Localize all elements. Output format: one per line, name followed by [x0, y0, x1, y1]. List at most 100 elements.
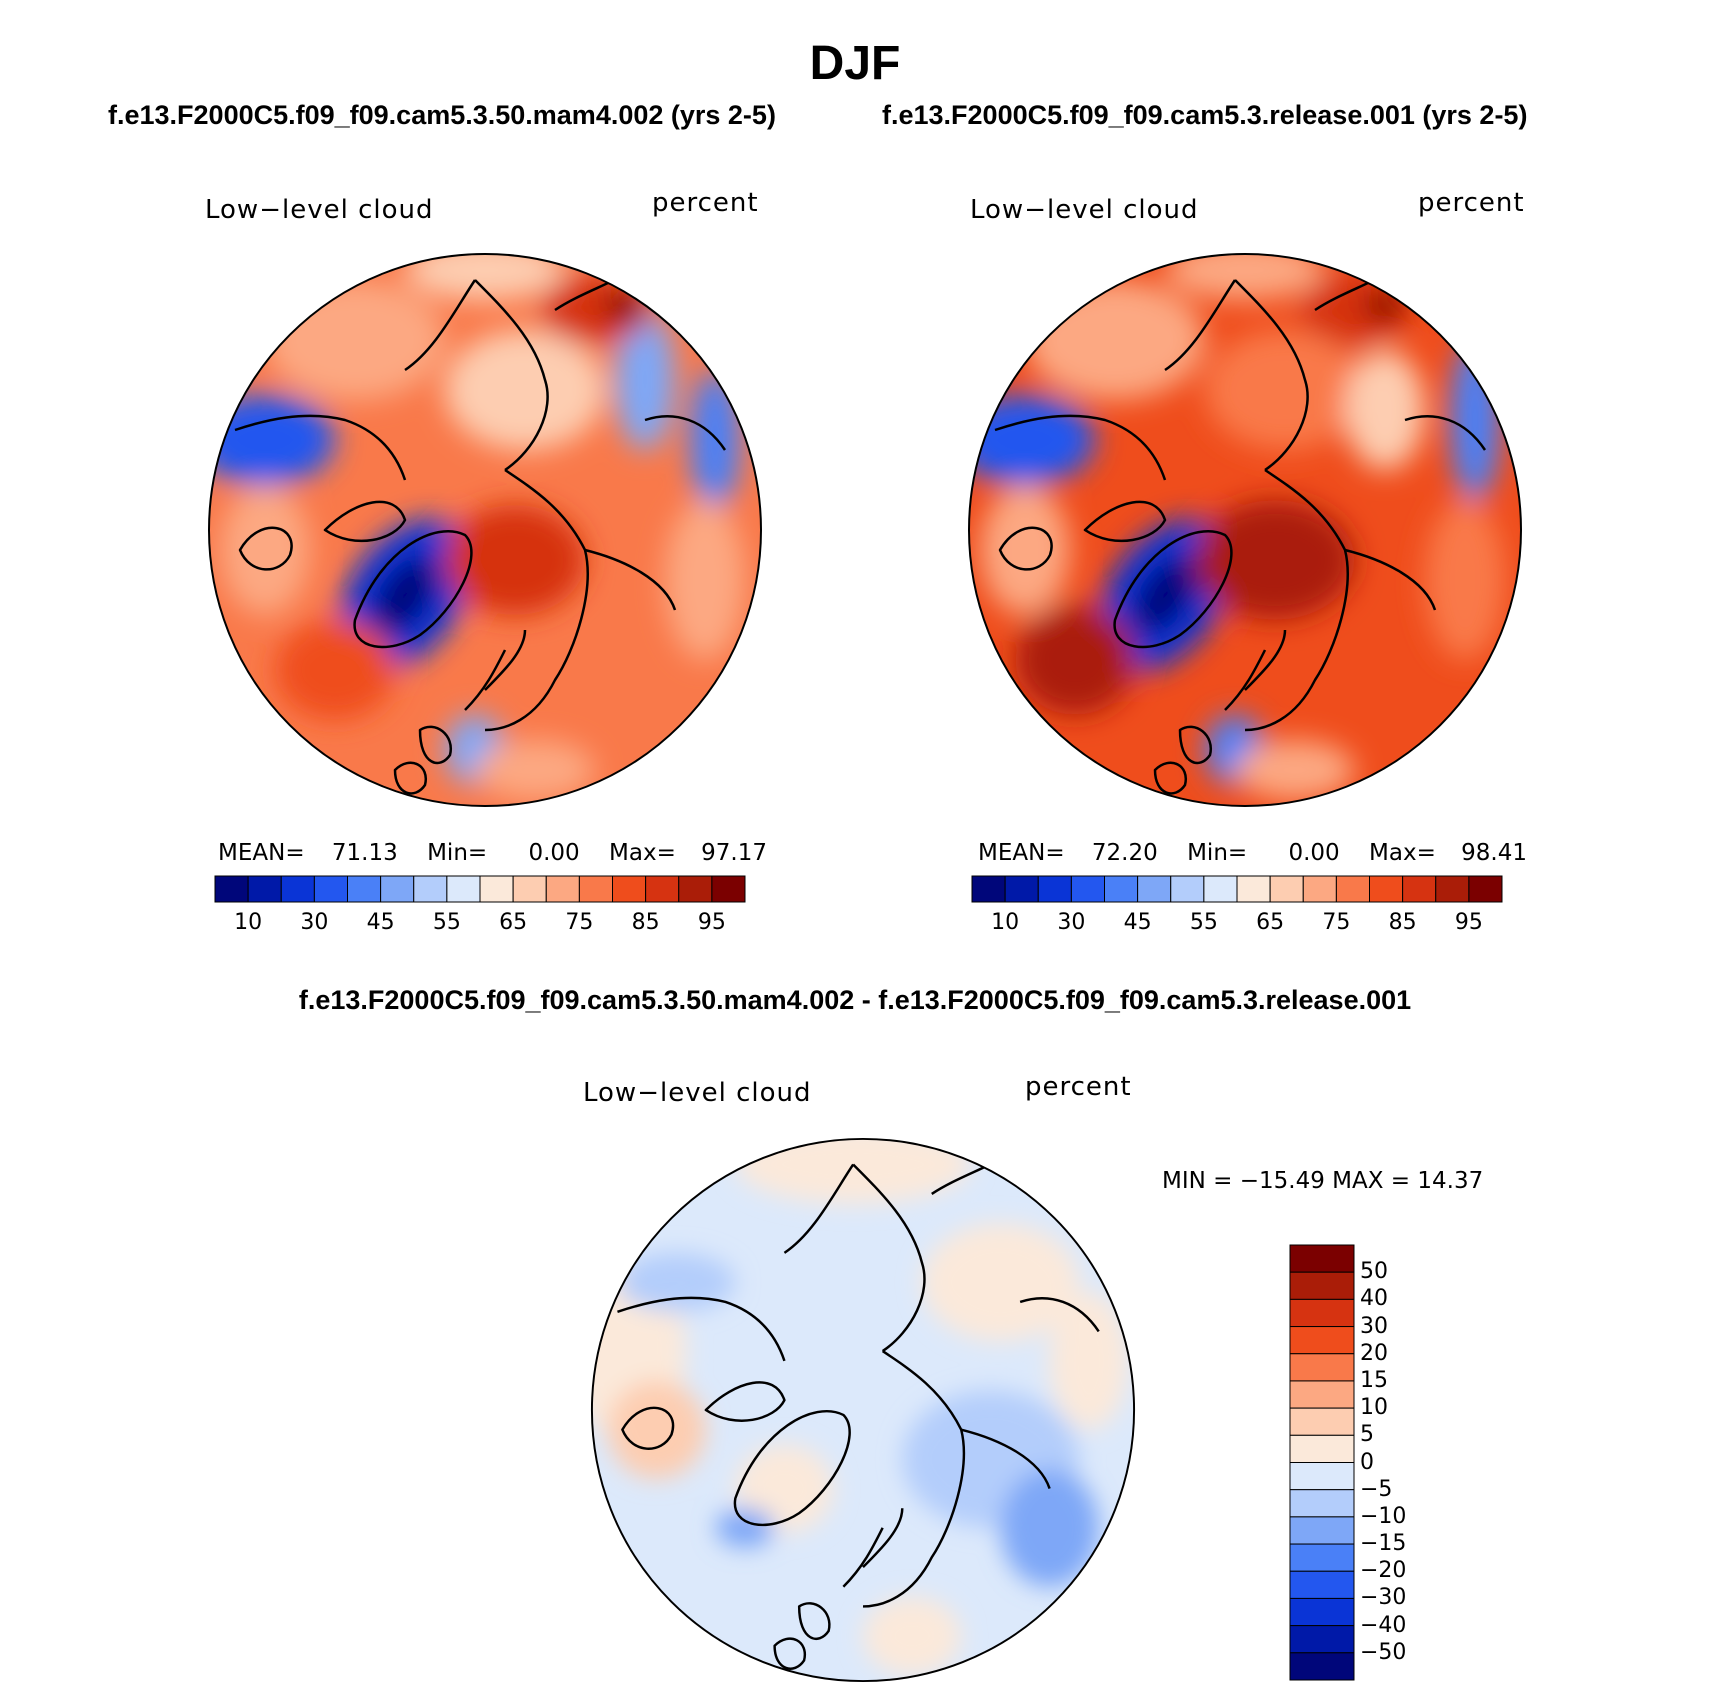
panel-1-stats: MEAN= 71.13 Min= 0.00 Max= 97.17	[218, 840, 767, 866]
map-3-south-warm	[863, 1596, 962, 1676]
difference-colorbar-tick-label: 30	[1360, 1313, 1388, 1339]
map-1-east-pale	[665, 500, 745, 660]
panel-2-colorbar-color-box	[1369, 875, 1404, 903]
panel-1-colorbar-tick-label: 85	[631, 910, 660, 935]
panel-2-colorbar-color-box	[1402, 875, 1437, 903]
difference-colorbar-color-box	[1289, 1462, 1355, 1491]
panel-2-min-label: Min=	[1187, 840, 1248, 866]
difference-colorbar-color-box	[1289, 1625, 1355, 1654]
difference-colorbar-ticks: 50 40 30 20 15 10 5 0 −5 −10 −15 −20 −30 −40 −50	[1360, 1245, 1440, 1680]
panel-2-colorbar-color-box	[1104, 875, 1139, 903]
map-1-asia-pale	[265, 280, 445, 400]
panel-1-colorbar-color-box	[479, 875, 514, 903]
difference-colorbar-tick-label: −5	[1360, 1476, 1393, 1502]
panel-1-colorbar-color-box	[446, 875, 481, 903]
map-2-greenland-core	[1132, 555, 1198, 635]
panel-2-colorbar-color-box	[1037, 875, 1072, 903]
difference-colorbar-tick-label: −40	[1360, 1612, 1407, 1638]
map-3-coastlines	[617, 1143, 1100, 1670]
panel-2-colorbar-color-box	[1070, 875, 1105, 903]
difference-colorbar-color-box	[1289, 1570, 1355, 1599]
panel-1-colorbar-tick-label: 30	[300, 910, 329, 935]
panel-2-mean-label: MEAN=	[978, 840, 1065, 866]
map-2-alaska-pale	[980, 485, 1070, 615]
panel-2-colorbar-tick-label: 65	[1256, 910, 1285, 935]
map-3-greenland-warm	[735, 1444, 834, 1533]
difference-colorbar-tick-label: 0	[1360, 1449, 1374, 1475]
panel-1-colorbar	[214, 875, 746, 903]
panel-2-polar-map	[968, 253, 1522, 807]
panel-1-mean-label: MEAN=	[218, 840, 305, 866]
difference-colorbar-color-box	[1289, 1326, 1355, 1355]
map-3-east-warm	[1049, 1292, 1129, 1430]
panel-2-colorbar	[971, 875, 1503, 903]
panel-1-colorbar-color-box	[678, 875, 713, 903]
map-1-hudson-darkest	[605, 290, 645, 320]
map-3-alaska-warm	[607, 1380, 706, 1479]
difference-colorbar-tick-label: 50	[1360, 1259, 1388, 1285]
panel-2-colorbar-tick-label: 85	[1388, 910, 1417, 935]
diff-variable-label: Low−level cloud	[583, 1078, 812, 1108]
difference-colorbar-tick-label: 40	[1360, 1286, 1388, 1312]
panel-2-colorbar-color-box	[1170, 875, 1205, 903]
panel-2-colorbar-color-box	[1269, 875, 1304, 903]
diff-minmax: MIN = −15.49 MAX = 14.37	[1162, 1168, 1484, 1194]
difference-colorbar-color-box	[1289, 1271, 1355, 1300]
panel-1-colorbar-color-box	[578, 875, 613, 903]
panel-1-max-value: 97.17	[701, 840, 768, 866]
map-3-greenland-cool	[715, 1508, 775, 1548]
panel-2-colorbar-color-box	[1335, 875, 1370, 903]
difference-colorbar-color-box	[1289, 1597, 1355, 1627]
difference-colorbar-color-box	[1289, 1244, 1355, 1273]
difference-colorbar-color-box	[1289, 1652, 1355, 1681]
panel-1-colorbar-tick-label: 65	[499, 910, 528, 935]
panel-1-max-label: Max=	[609, 840, 676, 866]
panel-2-min-value: 0.00	[1288, 840, 1340, 866]
panel-2-colorbar-tick-label: 95	[1454, 910, 1483, 935]
difference-colorbar-color-box	[1289, 1434, 1355, 1463]
map-1-atlantic-dark	[445, 505, 585, 615]
map-3-ne-warm	[921, 1223, 1080, 1342]
panel-1-colorbar-color-box	[247, 875, 282, 903]
difference-colorbar-tick-label: −50	[1360, 1639, 1407, 1665]
diff-units-label: percent	[1025, 1072, 1132, 1102]
difference-colorbar-color-box	[1289, 1543, 1355, 1572]
map-2-coastlines	[994, 259, 1487, 795]
difference-colorbar-tick-label: −20	[1360, 1558, 1407, 1584]
panel-2-colorbar-color-box	[1004, 875, 1039, 903]
panel-1-colorbar-color-box	[280, 875, 315, 903]
panel-1-colorbar-color-box	[612, 875, 647, 903]
difference-colorbar-tick-label: 10	[1360, 1395, 1388, 1421]
panel-2-units-label: percent	[1418, 188, 1525, 218]
panel-1-min-label: Min=	[427, 840, 488, 866]
panel-1-colorbar-color-box	[545, 875, 580, 903]
map-2-nw-pale	[1205, 330, 1365, 450]
map-1-pacific-dark	[275, 620, 395, 720]
difference-colorbar-color-box	[1289, 1407, 1355, 1436]
panel-2-colorbar-tick-label: 75	[1322, 910, 1351, 935]
panel-2-case-title: f.e13.F2000C5.f09_f09.cam5.3.release.001…	[882, 100, 1528, 130]
map-1-canada-blue-2	[690, 370, 740, 510]
difference-colorbar-color-box	[1289, 1380, 1355, 1409]
difference-colorbar-tick-label: 5	[1360, 1422, 1374, 1448]
difference-colorbar-tick-label: −30	[1360, 1585, 1407, 1611]
panel-2-colorbar-tick-label: 10	[991, 910, 1020, 935]
map-2-hudson-darkest	[1365, 290, 1405, 320]
difference-polar-map	[590, 1137, 1136, 1683]
map-1-coastlines	[234, 259, 727, 795]
difference-colorbar	[1289, 1244, 1355, 1681]
panel-2-colorbar-color-box	[1435, 875, 1470, 903]
panel-1-variable-label: Low−level cloud	[205, 195, 434, 225]
map-2-pacific-dark	[1015, 605, 1135, 715]
panel-1-colorbar-tick-label: 45	[366, 910, 395, 935]
map-2-south-pale	[1235, 740, 1355, 800]
panel-2-colorbar-color-box	[1302, 875, 1337, 903]
map-3-atlantic-cool-2	[1000, 1468, 1099, 1587]
difference-colorbar-tick-label: 20	[1360, 1340, 1388, 1366]
panel-1-colorbar-color-box	[512, 875, 547, 903]
panel-2-colorbar-color-box	[1203, 875, 1238, 903]
panel-2-colorbar-color-box	[1236, 875, 1271, 903]
panel-1-colorbar-ticks: 10 30 45 55 65 75 85 95	[215, 910, 745, 940]
map-2-asia-pale	[1025, 280, 1205, 400]
panel-1-polar-map	[208, 253, 762, 807]
